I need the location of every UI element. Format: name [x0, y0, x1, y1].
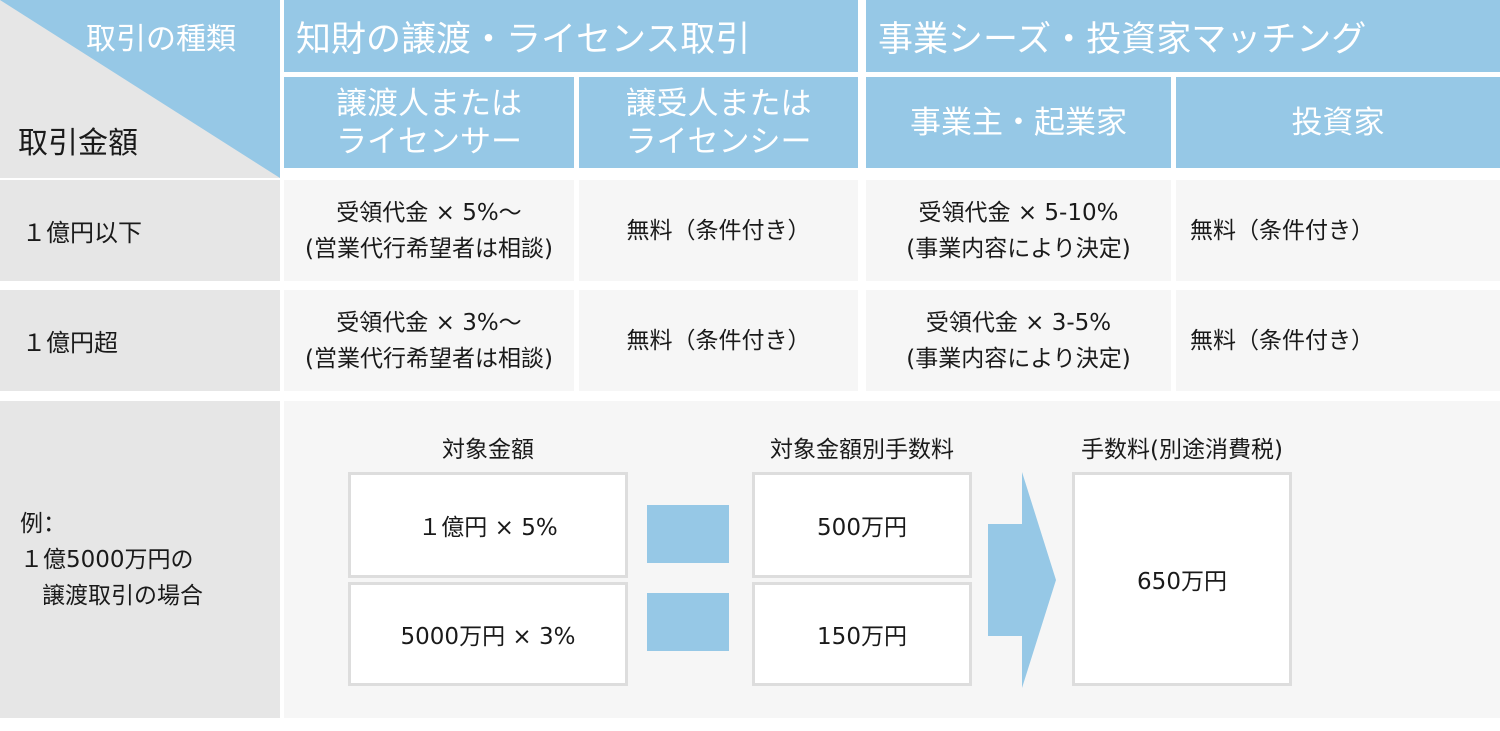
row2-entrepreneur-fee-line1: 受領代金 × 3-5% [925, 309, 1112, 336]
row-label-under-100m: １億円以下 [0, 180, 280, 281]
example-head-fee-total: 手数料(別途消費税) [1081, 437, 1283, 463]
row-label-over-100m: １億円超 [0, 290, 280, 391]
col-header-licensee: 譲受人または ライセンシー [579, 77, 858, 168]
row2-investor-fee: 無料（条件付き） [1176, 290, 1500, 391]
row2-licensee-fee: 無料（条件付き） [579, 290, 858, 391]
row2-licensor-fee: 受領代金 × 3%〜 (営業代行希望者は相談) [284, 290, 574, 391]
example-total-fee: 650万円 [1072, 472, 1292, 686]
row1-investor-fee: 無料（条件付き） [1176, 180, 1500, 281]
example-calc-1: １億円 × 5% [348, 472, 628, 578]
example-calc-2: 5000万円 × 3% [348, 582, 628, 686]
row1-licensor-fee-line2: (営業代行希望者は相談) [305, 235, 553, 262]
col-header-licensor-line1: 譲渡人または [336, 85, 522, 122]
row1-entrepreneur-fee: 受領代金 × 5-10% (事業内容により決定) [866, 180, 1171, 281]
corner-type-label: 取引の種類 [86, 22, 236, 57]
group-header-ip: 知財の譲渡・ライセンス取引 [284, 0, 858, 72]
col-header-licensor: 譲渡人または ライセンサー [284, 77, 574, 168]
row2-entrepreneur-fee: 受領代金 × 3-5% (事業内容により決定) [866, 290, 1171, 391]
row2-licensor-fee-line1: 受領代金 × 3%〜 [336, 309, 522, 336]
example-head-fee-by-amount: 対象金額別手数料 [770, 437, 954, 463]
row1-licensor-fee: 受領代金 × 5%〜 (営業代行希望者は相談) [284, 180, 574, 281]
col-header-licensor-line2: ライセンサー [336, 123, 522, 160]
col-header-investor: 投資家 [1176, 77, 1500, 168]
col-header-entrepreneur: 事業主・起業家 [866, 77, 1171, 168]
example-label-line1: 例： [20, 510, 66, 537]
row2-entrepreneur-fee-line2: (事業内容により決定) [906, 345, 1131, 372]
example-fee-2: 150万円 [752, 582, 972, 686]
example-label-cell: 例： １億5000万円の 譲渡取引の場合 [0, 401, 280, 718]
row1-licensee-fee: 無料（条件付き） [579, 180, 858, 281]
example-label-line3: 譲渡取引の場合 [42, 582, 203, 609]
row1-licensor-fee-line1: 受領代金 × 5%〜 [336, 199, 522, 226]
col-header-licensee-line1: 譲受人または [625, 85, 812, 122]
example-label-line2: １億5000万円の [20, 546, 194, 573]
result-arrow-icon [988, 472, 1056, 688]
corner-diagonal [0, 0, 280, 178]
row1-entrepreneur-fee-line2: (事業内容により決定) [906, 235, 1131, 262]
row2-licensor-fee-line2: (営業代行希望者は相談) [305, 345, 553, 372]
col-header-licensee-line2: ライセンシー [625, 123, 812, 160]
equals-bar-2 [647, 593, 729, 651]
equals-bar-1 [647, 505, 729, 563]
group-header-matching: 事業シーズ・投資家マッチング [866, 0, 1500, 72]
example-head-target: 対象金額 [442, 437, 534, 463]
row1-entrepreneur-fee-line1: 受領代金 × 5-10% [918, 199, 1119, 226]
corner-amount-label: 取引金額 [18, 126, 138, 161]
example-fee-1: 500万円 [752, 472, 972, 578]
